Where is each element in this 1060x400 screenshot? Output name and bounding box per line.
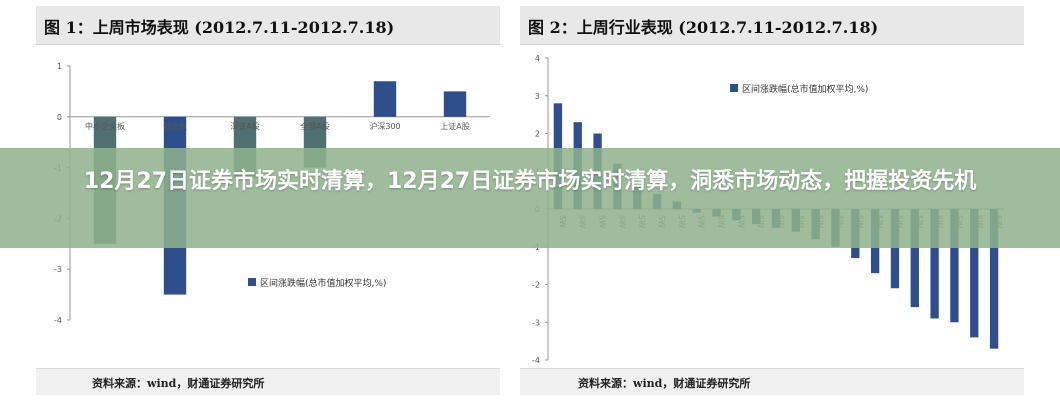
chart-1-category-label: 上证A股 [440, 122, 469, 131]
chart-2-ytick-label: -3 [532, 318, 540, 327]
chart-2-ytick-label: -2 [532, 281, 540, 290]
chart-2-bar [890, 209, 900, 289]
chart-2-ytick-label: 2 [535, 130, 540, 139]
chart-2-ytick-label: -4 [532, 356, 540, 365]
chart-2-ytick-label: 4 [535, 54, 540, 63]
chart-1-ytick-label: -4 [54, 316, 62, 325]
chart-1-bar [443, 91, 467, 117]
chart-2-bar [970, 209, 979, 338]
chart-1-category-label: 沪深300 [369, 121, 400, 131]
chart-1-ytick-label: 0 [57, 113, 62, 122]
headline-banner: 12月27日证券市场实时清算，12月27日证券市场实时清算，洞悉市场动态，把握投… [0, 148, 1060, 248]
chart-1-category-label: 中小企业板 [85, 121, 125, 131]
chart-1-title: 图 1：上周市场表现 (2012.7.11-2012.7.18) [44, 18, 395, 37]
chart-1-footer: 资料来源：wind，财通证券研究所 [36, 368, 500, 395]
chart-2-ytick-label: 3 [535, 92, 540, 101]
chart-1-source: 资料来源：wind，财通证券研究所 [92, 377, 265, 390]
chart-1-category-label: 创业板 [163, 121, 187, 131]
chart-2-bar [910, 209, 919, 308]
chart-1-ytick-label: -3 [54, 265, 62, 274]
chart-2-footer: 资料来源：wind，财通证券研究所 [520, 368, 1024, 395]
chart-2-source: 资料来源：wind，财通证券研究所 [578, 377, 751, 390]
chart-2-legend-swatch [730, 84, 738, 92]
chart-2-bar [950, 209, 959, 323]
headline-text: 12月27日证券市场实时清算，12月27日证券市场实时清算，洞悉市场动态，把握投… [83, 169, 977, 194]
chart-1-ytick-label: 1 [57, 62, 62, 71]
chart-2-legend-label: 区间涨跌幅(总市值加权平均,%) [742, 83, 868, 95]
chart-1-bar [373, 81, 397, 117]
chart-2-bar [989, 209, 999, 349]
chart-2-title-bar: 图 2：上周行业表现 (2012.7.11-2012.7.18) [520, 6, 1024, 45]
chart-2-title: 图 2：上周行业表现 (2012.7.11-2012.7.18) [528, 18, 879, 37]
chart-1-category-label: 全部A股 [300, 121, 329, 131]
chart-1-category-label: 深证A股 [230, 122, 259, 131]
chart-1-legend-swatch [248, 278, 256, 286]
chart-2-bar [930, 209, 939, 319]
chart-1-title-bar: 图 1：上周市场表现 (2012.7.11-2012.7.18) [36, 6, 500, 45]
chart-1-legend-label: 区间涨跌幅(总市值加权平均,%) [260, 277, 386, 289]
